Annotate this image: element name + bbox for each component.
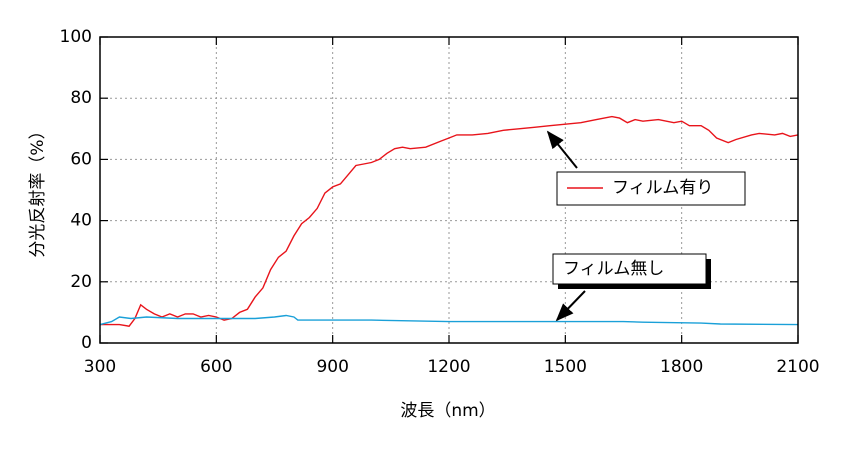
y-axis-label: 分光反射率（%） (28, 122, 48, 257)
x-tick-label: 300 (84, 357, 116, 377)
legend-label: フィルム有り (612, 178, 713, 198)
arrow (546, 130, 578, 169)
y-tick-label: 0 (81, 333, 92, 353)
x-tick-label: 1500 (544, 357, 587, 377)
plot-area (99, 36, 799, 344)
x-tick-label: 1800 (660, 357, 703, 377)
series-line (99, 314, 799, 326)
annotation-box (552, 253, 707, 285)
y-tick-label: 100 (60, 27, 92, 47)
y-tick-label: 40 (70, 211, 92, 231)
y-tick-label: 20 (70, 272, 92, 292)
x-tick-label: 600 (200, 357, 232, 377)
arrow (555, 290, 586, 322)
x-tick-label: 1200 (427, 357, 470, 377)
x-tick-label: 2100 (776, 357, 819, 377)
y-tick-label: 60 (70, 149, 92, 169)
series-line (100, 115, 799, 327)
plot-frame (99, 36, 799, 344)
y-tick-label: 80 (70, 88, 92, 108)
annotation-label: フィルム無し (563, 259, 664, 279)
x-axis-label: 波長（nm） (400, 401, 495, 421)
x-tick-label: 900 (316, 357, 348, 377)
